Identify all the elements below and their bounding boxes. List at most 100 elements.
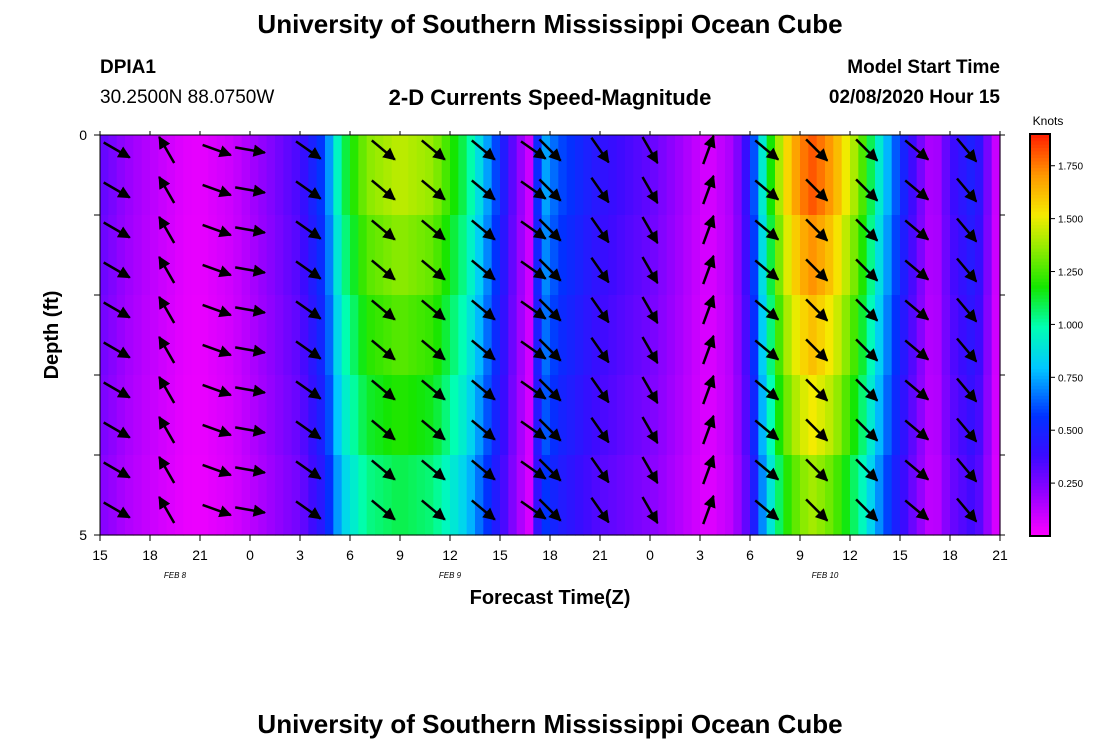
current-vector-arrow (520, 180, 547, 200)
heatmap-cell (208, 455, 218, 536)
colorbar-segment (1030, 224, 1050, 229)
heatmap-cell (641, 455, 651, 536)
heatmap-cell (983, 295, 993, 376)
heatmap-cell (308, 135, 318, 216)
heatmap-cell (716, 455, 726, 536)
heatmap-cell (925, 295, 934, 376)
colorbar-segment (1030, 144, 1050, 148)
heatmap-cell (883, 215, 893, 296)
heatmap-cell (533, 375, 543, 456)
heatmap-cell (158, 135, 168, 216)
heatmap-cell (541, 295, 551, 376)
x-tick-label: 9 (396, 547, 404, 563)
colorbar-segment (1030, 137, 1050, 142)
heatmap-cell (108, 375, 118, 456)
current-vector-arrow (370, 339, 396, 361)
colorbar-segment (1030, 234, 1050, 239)
current-vector-arrow (590, 176, 610, 204)
heatmap-cell (300, 455, 309, 536)
current-vector-arrow (904, 459, 930, 481)
colorbar-segment (1030, 241, 1050, 246)
heatmap-cell (250, 135, 259, 216)
heatmap-cell (891, 375, 901, 456)
heatmap-cell (683, 295, 693, 376)
current-vector-arrow (702, 494, 716, 525)
heatmap-cell (758, 295, 768, 376)
heatmap-cell (691, 375, 701, 456)
current-vector-arrow (538, 498, 562, 522)
heatmap-cell (383, 215, 393, 296)
heatmap-cell (433, 375, 443, 456)
heatmap-cell (491, 215, 501, 296)
heatmap-cell (250, 375, 259, 456)
heatmap-cell (791, 135, 801, 216)
current-vector-arrow (103, 261, 131, 279)
colorbar-segment (1030, 408, 1050, 413)
heatmap-cell (808, 295, 818, 376)
heatmap-cell (825, 375, 834, 456)
heatmap-cell (166, 215, 176, 296)
heatmap-cell (441, 375, 451, 456)
heatmap-cell (633, 295, 643, 376)
current-vector-arrow (520, 380, 547, 400)
heatmap-cell (358, 375, 368, 456)
current-vector-arrow (805, 298, 829, 322)
heatmap-cell (916, 215, 926, 296)
heatmap-cell (158, 295, 168, 376)
heatmap-cell (225, 455, 234, 536)
colorbar-segment (1030, 301, 1050, 306)
colorbar-units: Knots (1033, 114, 1064, 128)
heatmap-cell (316, 135, 326, 216)
heatmap-cell (116, 135, 126, 216)
heatmap-cell (608, 215, 618, 296)
heatmap-cell (183, 375, 193, 456)
heatmap-cell (850, 455, 859, 536)
heatmap-cell (725, 455, 734, 536)
current-vector-arrow (370, 379, 396, 401)
heatmap-cell (383, 135, 393, 216)
heatmap-cell (975, 295, 984, 376)
current-vector-arrow (702, 374, 716, 405)
current-vector-arrow (103, 221, 131, 239)
heatmap-cell (875, 215, 884, 296)
heatmap-cell (766, 455, 776, 536)
heatmap-cell (125, 375, 134, 456)
current-vector-arrow (641, 496, 659, 525)
heatmap-cell (325, 215, 334, 296)
current-vector-arrow (370, 139, 396, 161)
heatmap-cell (650, 135, 659, 216)
heatmap-cell (816, 295, 826, 376)
heatmap-cell (516, 375, 526, 456)
heatmap-cell (741, 295, 751, 376)
heatmap-cell (683, 455, 693, 536)
current-vector-arrow (234, 344, 267, 357)
current-vector-arrow (470, 139, 496, 161)
heatmap-cell (300, 215, 309, 296)
heatmap-cell (841, 295, 851, 376)
current-vector-arrow (538, 378, 562, 402)
heatmap-cell (833, 375, 843, 456)
colorbar-segment (1030, 304, 1050, 309)
heatmap-cell (675, 375, 684, 456)
heatmap-cell (716, 135, 726, 216)
colorbar-segment (1030, 465, 1050, 470)
current-vector-arrow (295, 340, 322, 360)
colorbar-segment (1030, 448, 1050, 453)
colorbar-segment (1030, 452, 1050, 457)
heatmap-cell (441, 135, 451, 216)
heatmap-cell (266, 455, 276, 536)
heatmap-cell (858, 455, 868, 536)
current-vector-arrow (641, 176, 659, 205)
heatmap-cell (775, 455, 784, 536)
heatmap-cell (775, 375, 784, 456)
heatmap-cell (441, 295, 451, 376)
heatmap-cell (333, 295, 343, 376)
heatmap-cell (433, 215, 443, 296)
current-vector-arrow (855, 258, 879, 282)
heatmap-cell (558, 295, 568, 376)
heatmap-cell (483, 135, 493, 216)
heatmap-cell (425, 295, 434, 376)
heatmap-cell (625, 215, 634, 296)
y-tick-label: 5 (79, 527, 87, 543)
